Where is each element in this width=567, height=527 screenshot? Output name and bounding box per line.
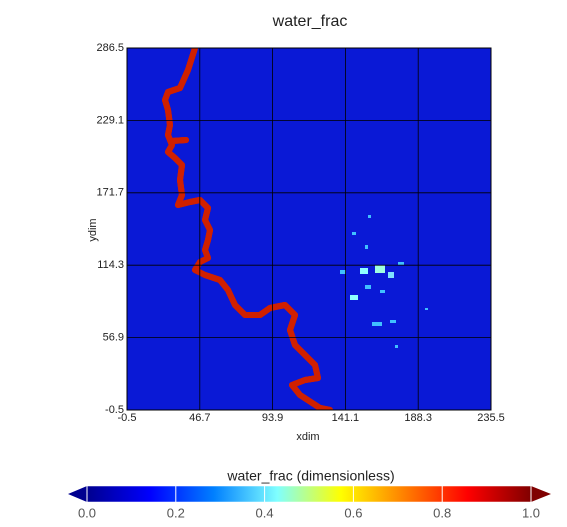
plot-frame bbox=[126, 47, 492, 411]
x-axis-label: xdim bbox=[296, 431, 319, 443]
x-tick-label: 188.3 bbox=[404, 412, 432, 424]
x-tick-label: 235.5 bbox=[477, 412, 505, 424]
chart-title: water_frac bbox=[272, 13, 348, 30]
colorbar-low-arrow bbox=[68, 486, 87, 502]
y-tick-label: 114.3 bbox=[97, 259, 124, 271]
colorbar-tick-label: 0.2 bbox=[167, 505, 185, 520]
x-tick-label: 141.1 bbox=[332, 412, 360, 424]
colorbar-tick-label: 1.0 bbox=[522, 505, 540, 520]
y-tick-label: 286.5 bbox=[96, 42, 124, 54]
colorbar bbox=[86, 485, 532, 503]
colorbar-tick-label: 0.6 bbox=[344, 505, 362, 520]
colorbar-tick-label: 0.8 bbox=[433, 505, 451, 520]
y-tick-label: 229.1 bbox=[96, 114, 124, 126]
y-axis-label: ydim bbox=[87, 218, 99, 241]
colorbar-tick-label: 0.4 bbox=[256, 505, 274, 520]
y-tick-label: 56.9 bbox=[103, 332, 124, 344]
y-tick-label: -0.5 bbox=[105, 404, 124, 416]
colorbar-tick-label: 0.0 bbox=[78, 505, 96, 520]
field-background bbox=[127, 48, 491, 410]
y-tick-label: 171.7 bbox=[96, 187, 124, 199]
river bbox=[162, 48, 428, 410]
x-tick-label: -0.5 bbox=[118, 412, 137, 424]
speckles bbox=[340, 215, 428, 348]
colorbar-title: water_frac (dimensionless) bbox=[226, 468, 394, 484]
x-tick-label: 93.9 bbox=[262, 412, 283, 424]
x-tick-label: 46.7 bbox=[189, 412, 210, 424]
colorbar-high-arrow bbox=[531, 486, 551, 502]
